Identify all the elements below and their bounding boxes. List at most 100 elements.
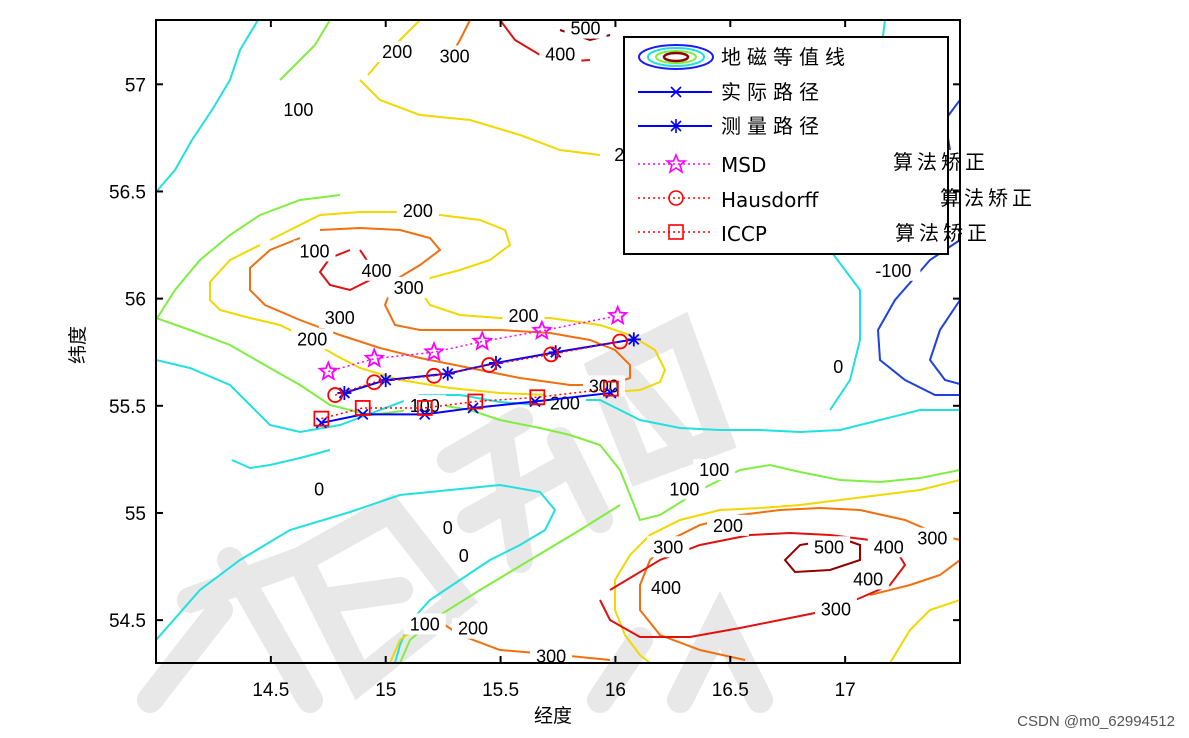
contour-400-b (599, 531, 907, 638)
x-tick-label: 16 (605, 680, 626, 701)
legend-line-msd (638, 152, 712, 174)
contour-neg100-b (928, 299, 960, 385)
contour-label: 500 (814, 537, 844, 557)
contour-label: 300 (440, 46, 470, 66)
contour-label-bg (847, 568, 890, 590)
contour-label-bg (438, 516, 457, 538)
contour-label-bg (693, 459, 736, 481)
series-marker (602, 380, 619, 397)
contour-label-bg (291, 328, 334, 350)
watermark (137, 311, 773, 713)
contour-300-b (249, 226, 631, 386)
series-marker (327, 387, 344, 403)
series-marker (626, 332, 641, 347)
contour-label: 300 (917, 529, 947, 549)
contour-100-e (399, 504, 621, 663)
contour-label-bg (396, 199, 439, 221)
series-marker (366, 374, 383, 391)
y-tick-label: 55.5 (109, 397, 146, 418)
contour-label-bg (808, 536, 851, 558)
contour-label: 0 (833, 357, 843, 377)
contour-label-bg (293, 240, 336, 262)
contour-label-bg (644, 576, 687, 598)
legend-line-actual (638, 86, 712, 98)
series-marker (378, 373, 393, 388)
annotation-msd: 算法矫正 (893, 150, 989, 174)
series-marker (426, 367, 442, 384)
series-marker (529, 389, 546, 406)
x-tick-label: 16.5 (712, 680, 749, 701)
contour-label: 300 (821, 599, 851, 619)
y-tick-label: 57 (125, 75, 146, 96)
series-line (334, 340, 621, 396)
series-marker (337, 385, 352, 400)
legend-box (623, 36, 949, 255)
contour-label-bg (454, 544, 473, 566)
contour-label-bg (647, 536, 690, 558)
annotation-hausdorff: 算法矫正 (940, 186, 1036, 210)
y-tick-label: 56 (125, 290, 146, 311)
series-marker (467, 393, 484, 410)
series-marker (531, 319, 553, 341)
x-tick-label: 17 (835, 680, 856, 701)
footer-credit: CSDN @m0_62994512 (1017, 713, 1175, 730)
contour-label: 400 (651, 578, 681, 598)
x-tick-label: 14.5 (252, 680, 289, 701)
contour-label-bg (867, 536, 910, 558)
contour-label: -100 (875, 261, 911, 281)
contour-label: 200 (297, 329, 327, 349)
contour-label-bg (663, 478, 706, 500)
contour-label-bg (866, 259, 921, 281)
axis-ticks: 14.5 15 15.5 16 16.5 17 54.5 55 55.5 56 56.5 57 (109, 20, 960, 701)
legend-label-iccp: ICCP (721, 222, 767, 246)
series-marker (416, 400, 433, 416)
annotation-iccp: 算法矫正 (895, 221, 991, 245)
contour-label: 300 (536, 647, 566, 667)
contour-label-bg (387, 276, 430, 298)
legend-line-measured (638, 119, 712, 133)
series-marker (543, 346, 560, 363)
series-marker (612, 333, 628, 350)
contour-500-a (783, 537, 861, 574)
contour-label: 500 (571, 19, 601, 39)
contour-label-bg (911, 527, 954, 549)
series-marker (363, 347, 386, 368)
contour-labels: 5004003002001002001004003003002002003001… (277, 17, 954, 667)
y-tick-label: 56.5 (109, 182, 146, 203)
contour-label-bg (829, 356, 848, 378)
contour-label: 200 (713, 516, 743, 536)
contour-label: 200 (509, 306, 539, 326)
contour-0-c (156, 483, 557, 663)
contour-label: 0 (459, 546, 469, 566)
contour-label: 300 (394, 278, 424, 298)
contour-label: 400 (545, 44, 575, 64)
contour-300-c (639, 506, 960, 661)
series-marker (313, 410, 330, 427)
contour-lines (156, 20, 960, 663)
x-axis-label: 经度 (534, 705, 572, 727)
contour-200-b (359, 79, 601, 156)
contour-label-bg (376, 41, 419, 63)
contour-label: 200 (403, 201, 433, 221)
legend-label-hausdorff: Hausdorff (721, 188, 820, 212)
contour-100-d (629, 463, 960, 522)
series-line (328, 315, 618, 373)
contour-label: 100 (283, 100, 313, 120)
series-marker (317, 360, 340, 381)
contour-label-bg (814, 598, 857, 620)
x-tick-label: 15 (375, 680, 396, 701)
series-marker (354, 400, 371, 416)
contour-label: 400 (874, 537, 904, 557)
contour-label-bg (318, 306, 361, 328)
contour-100-a (279, 20, 331, 81)
contour-label: 200 (458, 619, 488, 639)
contour-label: 100 (699, 460, 729, 480)
legend-label-msd: MSD (721, 153, 766, 177)
path-series (313, 304, 641, 429)
contour-label-bg (502, 304, 545, 326)
contour-label: 200 (382, 42, 412, 62)
contour-label: 300 (325, 308, 355, 328)
legend-label-actual: 实际路径 (721, 80, 825, 104)
contour-neg100-a (876, 239, 960, 396)
